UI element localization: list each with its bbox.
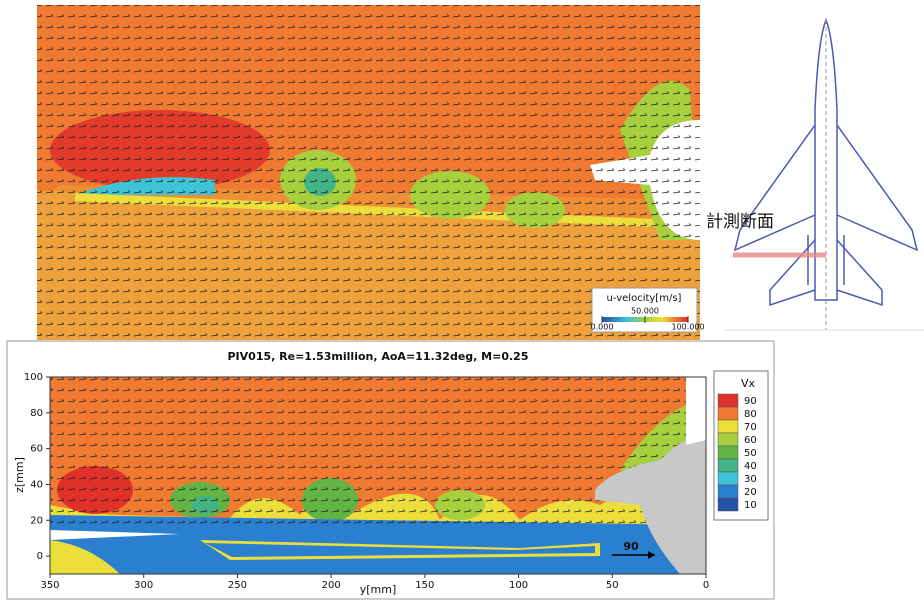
plot-border (49, 376, 707, 575)
colorbar-swatch (717, 393, 739, 408)
colorbar-swatch (717, 406, 739, 421)
colorbar-label: 10 (744, 500, 757, 511)
contour-region (50, 530, 180, 540)
colorbar-swatch (717, 471, 739, 486)
colorbar-label: 90 (744, 396, 757, 407)
x-axis-label: y[mm] (360, 583, 397, 596)
colorbar-label: 50 (744, 448, 757, 459)
colorbar-swatch (717, 484, 739, 499)
contour-region (50, 540, 120, 574)
colorbar-swatch (717, 458, 739, 473)
y-tick-label: 60 (30, 444, 43, 455)
y-tick-label: 100 (24, 372, 43, 383)
colorbar-swatch (717, 432, 739, 447)
y-tick-label: 0 (37, 551, 43, 562)
colorbar-swatch (717, 419, 739, 434)
colorbar-label: 60 (744, 435, 757, 446)
x-tick-label: 0 (703, 580, 709, 591)
x-tick-label: 200 (322, 580, 341, 591)
colorbar-label: 30 (744, 474, 757, 485)
top-colorbar-tick-label: 100.000 (671, 323, 704, 332)
vector-field (50, 377, 706, 527)
contour-region (595, 437, 706, 574)
colorbar-swatch (717, 445, 739, 460)
top-colorbar-tick-label: 0.000 (591, 323, 614, 332)
colorbar-label: 20 (744, 487, 757, 498)
x-tick-label: 150 (415, 580, 434, 591)
top-colorbar-box (591, 287, 698, 333)
measurement-label: 計測断面 (706, 212, 774, 232)
y-axis-label: z[mm] (13, 457, 26, 493)
contour-field (50, 377, 706, 574)
contour-region (686, 377, 706, 445)
x-tick-label: 300 (134, 580, 153, 591)
colorbar-swatch (717, 497, 739, 512)
x-tick-label: 100 (509, 580, 528, 591)
y-tick-label: 40 (30, 479, 43, 490)
x-tick-label: 50 (606, 580, 619, 591)
top-colorbar-tick-label: 50.000 (631, 307, 659, 316)
reference-vector-head (648, 551, 655, 559)
reference-vector-label: 90 (623, 540, 639, 553)
top-colorbar-title: u-velocity[m/s] (607, 293, 682, 304)
x-tick-label: 350 (40, 580, 59, 591)
x-tick-label: 250 (228, 580, 247, 591)
top-field (37, 5, 700, 340)
colorbar-title: Vx (741, 377, 756, 390)
contour-region (205, 543, 595, 557)
y-tick-label: 80 (30, 408, 43, 419)
colorbar-label: 70 (744, 422, 757, 433)
chart-title: PIV015, Re=1.53million, AoA=11.32deg, M=… (228, 350, 529, 363)
colorbar-label: 40 (744, 461, 757, 472)
aircraft-diagram (733, 17, 919, 330)
colorbar-label: 80 (744, 409, 757, 420)
y-tick-label: 20 (30, 515, 43, 526)
